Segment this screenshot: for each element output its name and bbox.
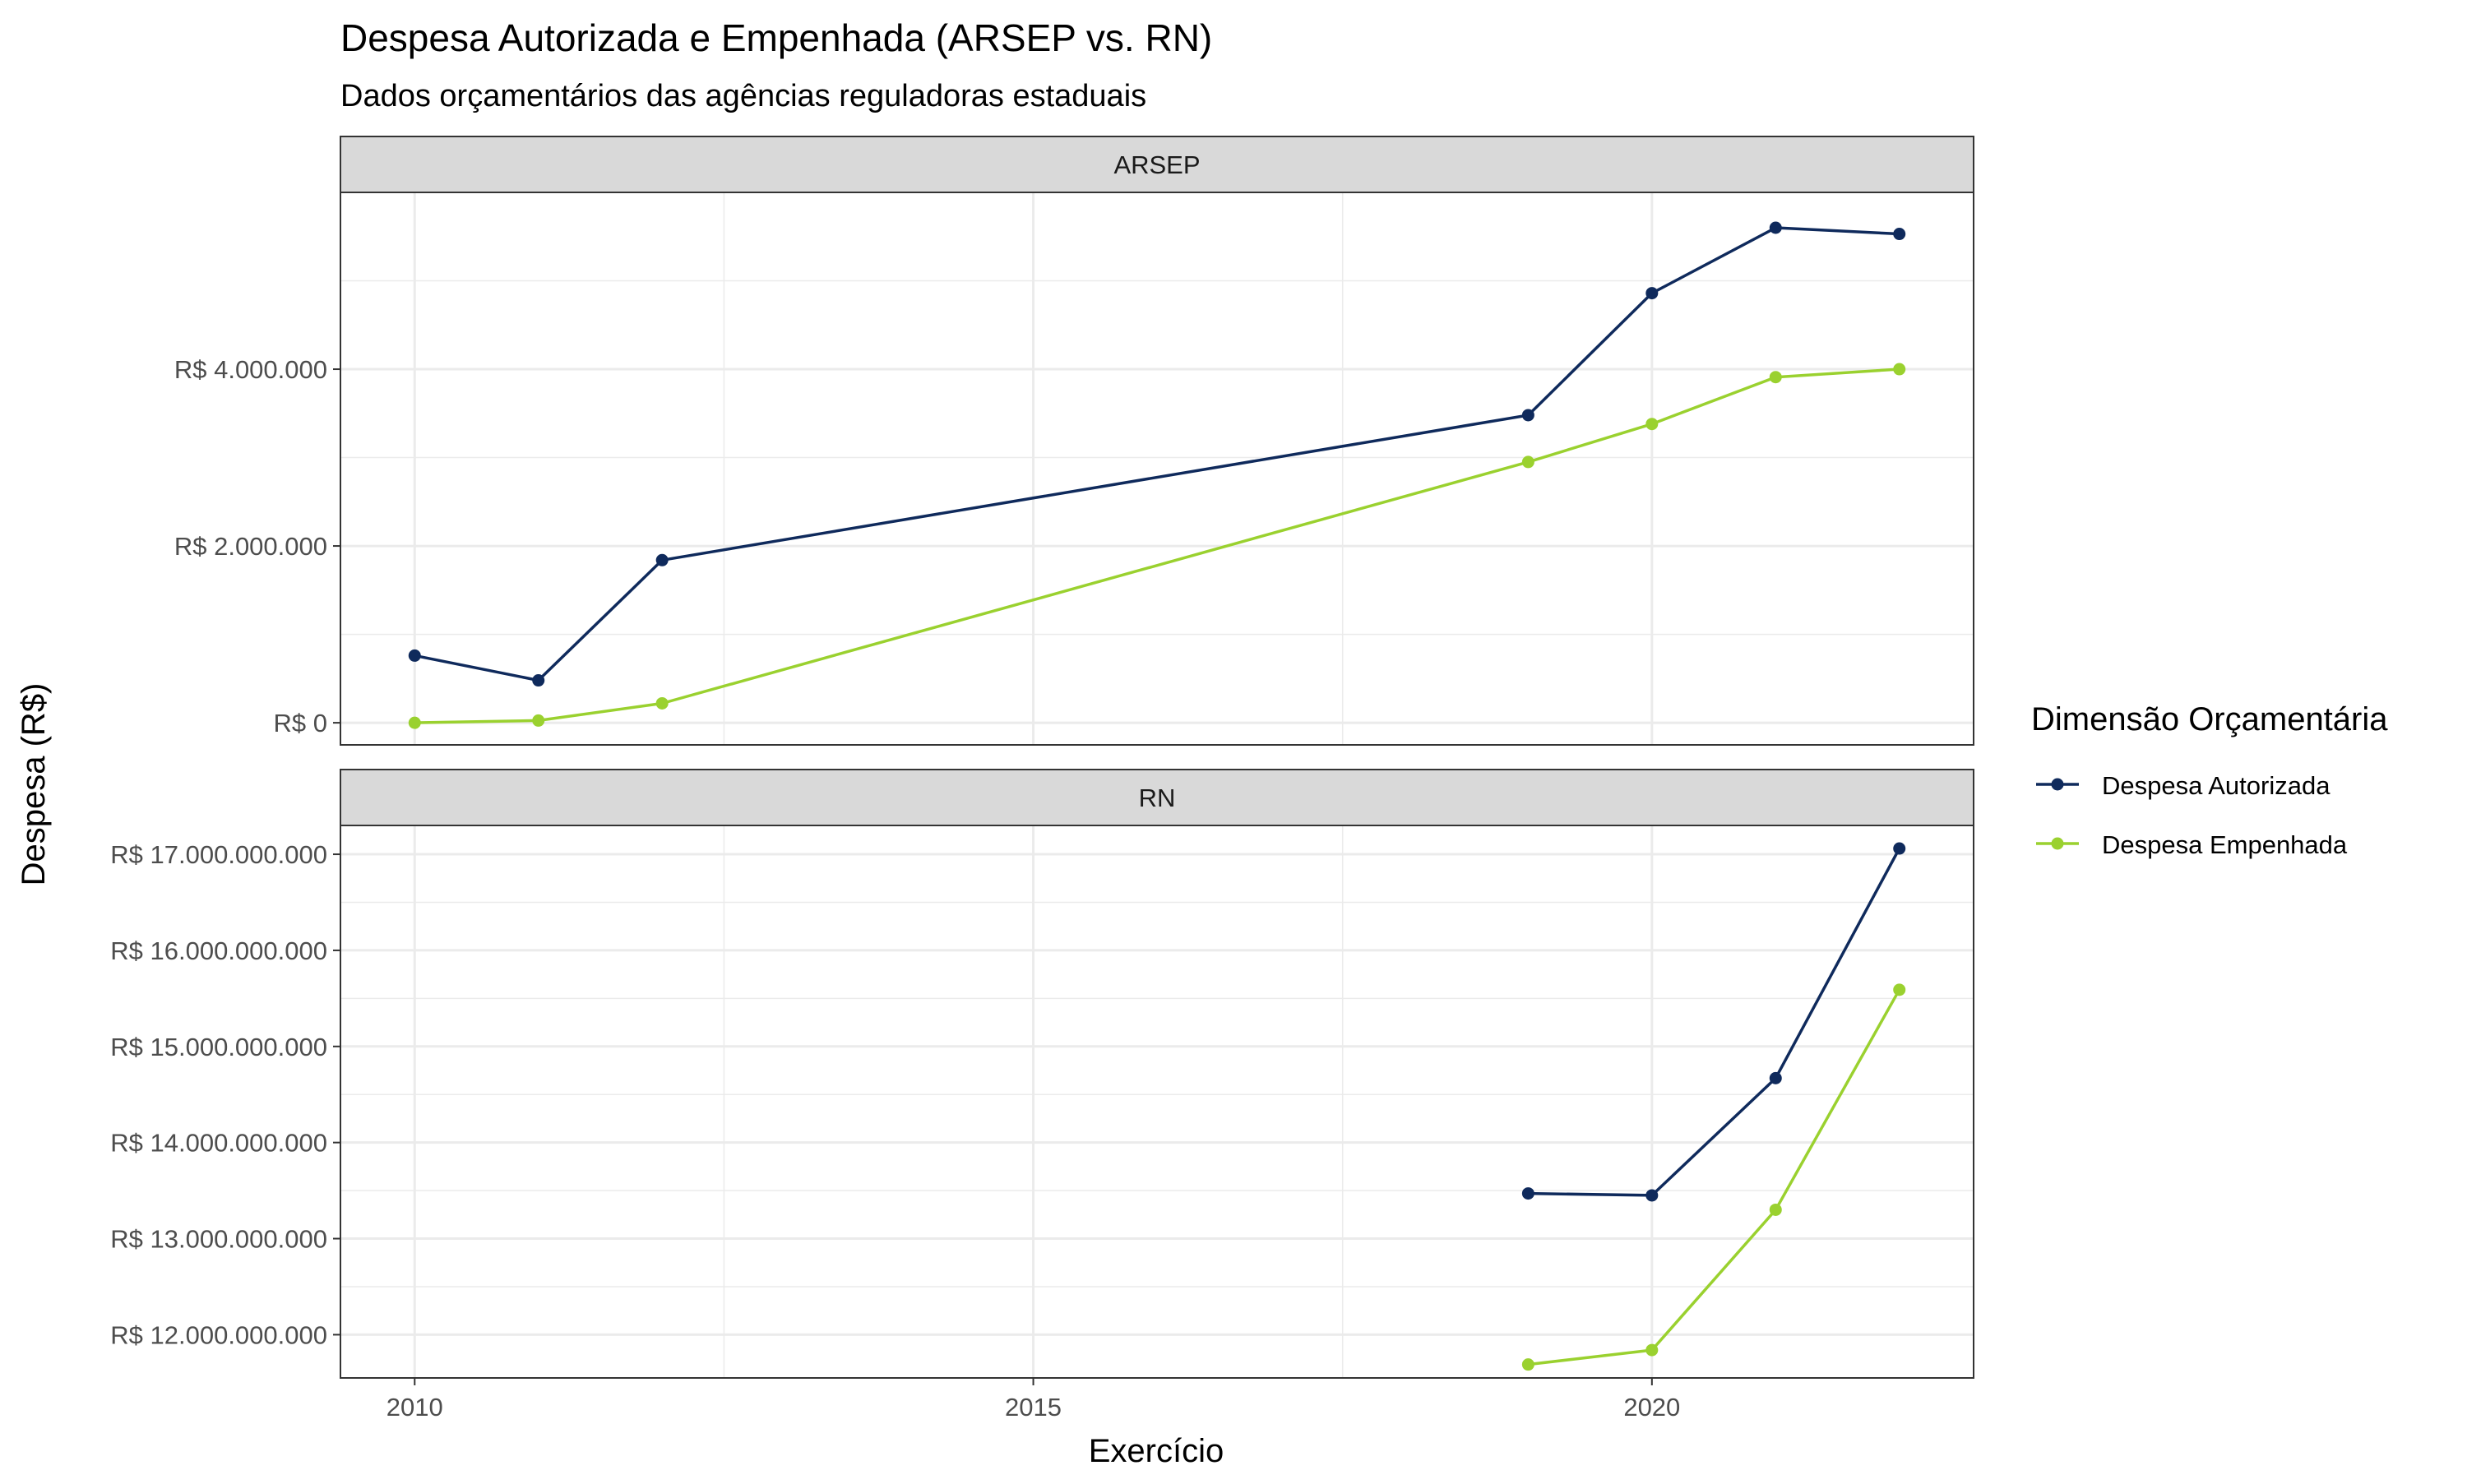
strip-label-rn: RN bbox=[1139, 784, 1176, 812]
y-tick-label: R$ 2.000.000 bbox=[174, 532, 327, 561]
data-point-arsep-despesa-autorizada bbox=[532, 674, 545, 687]
data-point-arsep-despesa-empenhada bbox=[1645, 418, 1659, 431]
legend-key-autorizada-point bbox=[2051, 778, 2064, 791]
data-point-rn-despesa-empenhada bbox=[1521, 1358, 1534, 1371]
panel-rn: RN R$ 12.000.000.000 R$ 13.000.000.000 R$ 1… bbox=[110, 769, 1974, 1422]
chart-title: Despesa Autorizada e Empenhada (ARSEP vs… bbox=[340, 16, 1212, 59]
y-tick-label: R$ 17.000.000.000 bbox=[110, 840, 327, 869]
data-point-arsep-despesa-autorizada bbox=[1769, 221, 1782, 234]
legend: Dimensão Orçamentária Despesa Autorizada… bbox=[2031, 701, 2388, 859]
data-point-arsep-despesa-autorizada bbox=[655, 553, 669, 566]
y-tick-label: R$ 4.000.000 bbox=[174, 355, 327, 384]
y-tick-label: R$ 13.000.000.000 bbox=[110, 1225, 327, 1254]
legend-key-empenhada-point bbox=[2051, 837, 2064, 850]
series-line-rn-despesa-empenhada bbox=[1528, 988, 1901, 1366]
data-point-arsep-despesa-autorizada bbox=[1645, 287, 1659, 300]
strip-rn bbox=[340, 769, 1974, 826]
x-tick-label: 2010 bbox=[386, 1393, 443, 1422]
y-tick-label: R$ 0 bbox=[274, 709, 327, 737]
data-point-arsep-despesa-empenhada bbox=[1769, 371, 1782, 384]
data-point-arsep-despesa-autorizada bbox=[1521, 409, 1534, 422]
y-tick-label: R$ 15.000.000.000 bbox=[110, 1033, 327, 1061]
chart-subtitle: Dados orçamentários das agências regulad… bbox=[340, 79, 1146, 113]
legend-title: Dimensão Orçamentária bbox=[2031, 701, 2388, 737]
series-line-rn-despesa-autorizada bbox=[1528, 848, 1901, 1197]
y-tick-label: R$ 12.000.000.000 bbox=[110, 1320, 327, 1349]
strip-label-arsep: ARSEP bbox=[1113, 150, 1200, 179]
data-point-rn-despesa-empenhada bbox=[1645, 1343, 1659, 1357]
strip-arsep bbox=[340, 136, 1974, 193]
x-tick-label: 2015 bbox=[1005, 1393, 1062, 1422]
data-point-arsep-despesa-autorizada bbox=[1893, 228, 1906, 241]
data-point-arsep-despesa-empenhada bbox=[1893, 363, 1906, 376]
y-axis-label: Despesa (R$) bbox=[16, 683, 52, 886]
data-point-arsep-despesa-empenhada bbox=[655, 696, 669, 710]
x-tick-label: 2020 bbox=[1623, 1393, 1680, 1422]
data-point-rn-despesa-autorizada bbox=[1769, 1071, 1782, 1084]
x-axis-label: Exercício bbox=[1089, 1433, 1224, 1469]
panel-arsep: ARSEP R$ 0 R$ 2.000.000 R$ 4.000.000 bbox=[174, 136, 1974, 746]
panel-border-arsep bbox=[340, 192, 1974, 746]
y-tick-label: R$ 16.000.000.000 bbox=[110, 936, 327, 965]
data-point-arsep-despesa-empenhada bbox=[1521, 455, 1534, 469]
data-point-arsep-despesa-empenhada bbox=[532, 714, 545, 727]
data-point-rn-despesa-empenhada bbox=[1893, 983, 1906, 996]
panel-border-rn bbox=[340, 825, 1974, 1379]
data-point-arsep-despesa-empenhada bbox=[408, 716, 421, 729]
legend-item-autorizada: Despesa Autorizada bbox=[2036, 771, 2330, 800]
data-point-rn-despesa-autorizada bbox=[1893, 842, 1906, 855]
data-point-rn-despesa-autorizada bbox=[1645, 1189, 1659, 1202]
legend-item-empenhada: Despesa Empenhada bbox=[2036, 830, 2348, 859]
data-point-arsep-despesa-autorizada bbox=[408, 649, 421, 662]
panels-layer: ARSEP R$ 0 R$ 2.000.000 R$ 4.000.000 RN R$ 12… bbox=[110, 136, 1974, 1422]
legend-label-empenhada: Despesa Empenhada bbox=[2102, 830, 2348, 859]
data-point-rn-despesa-autorizada bbox=[1521, 1187, 1534, 1200]
data-point-rn-despesa-empenhada bbox=[1769, 1203, 1782, 1216]
y-tick-label: R$ 14.000.000.000 bbox=[110, 1129, 327, 1158]
legend-label-autorizada: Despesa Autorizada bbox=[2102, 771, 2330, 800]
